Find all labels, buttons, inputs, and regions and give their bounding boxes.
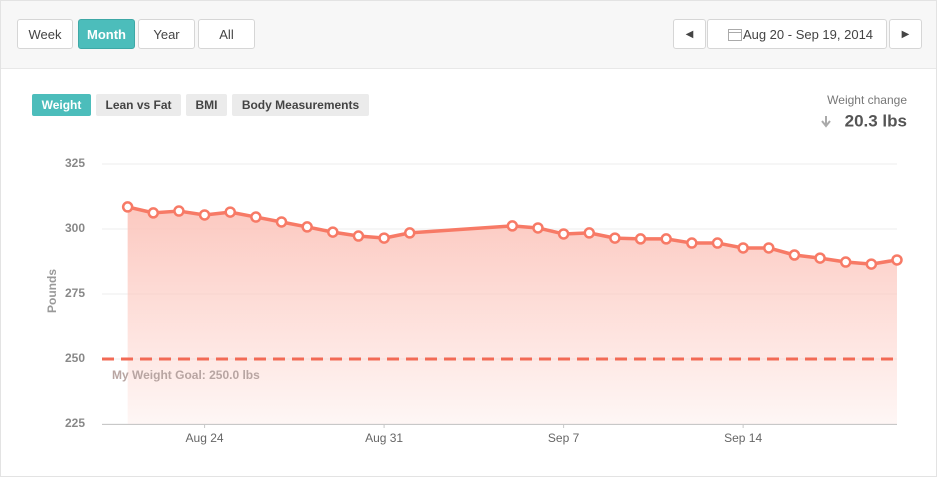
point	[686, 237, 698, 249]
point	[506, 220, 519, 232]
x-tick-label: Aug 31	[365, 431, 403, 445]
point	[711, 237, 724, 249]
down-arrow	[821, 116, 831, 128]
point	[224, 206, 236, 218]
y-tick-label: 250	[65, 351, 85, 365]
calendar-icon	[728, 29, 742, 41]
range-button[interactable]: Year	[138, 19, 195, 49]
point	[557, 228, 570, 240]
point	[147, 207, 160, 219]
line	[127, 205, 898, 266]
x-tick-label: Sep 7	[548, 431, 580, 445]
prev-button[interactable]: ◀	[673, 19, 706, 49]
next-button[interactable]: ▶	[889, 19, 922, 49]
x-tick-label: Sep 14	[724, 431, 762, 445]
point	[660, 233, 672, 245]
point	[532, 222, 544, 234]
point	[198, 209, 211, 221]
point	[301, 221, 313, 233]
point	[250, 211, 262, 223]
point	[814, 252, 826, 264]
point	[583, 227, 596, 239]
goal-label: My Weight Goal: 250.0 lbs	[112, 368, 260, 382]
point	[403, 227, 416, 239]
date-range[interactable]: Aug 20 - Sep 19, 2014	[707, 19, 887, 49]
x-tick-label: Aug 24	[186, 431, 224, 445]
point	[839, 256, 852, 268]
y-tick-label: 225	[65, 416, 85, 430]
point	[634, 233, 647, 245]
point	[173, 205, 185, 217]
metric-tab[interactable]: Weight	[32, 94, 91, 116]
range-button[interactable]: All	[198, 19, 255, 49]
y-axis-label: Pounds	[45, 269, 59, 313]
y-tick-label: 275	[65, 286, 85, 300]
point	[737, 242, 749, 254]
point	[788, 249, 801, 261]
summary-label: Weight change	[827, 93, 907, 107]
point	[865, 258, 878, 270]
point	[352, 230, 365, 242]
point	[275, 216, 288, 228]
metric-tab[interactable]: Lean vs Fat	[96, 94, 181, 116]
point	[891, 254, 903, 266]
point	[121, 201, 134, 213]
point	[327, 226, 339, 238]
y-tick-label: 300	[65, 221, 85, 235]
y-tick-label: 325	[65, 156, 85, 170]
toolbar: ◀ Aug 20 - Sep 19, 2014 ▶ Week Month Year A…	[1, 1, 936, 69]
metric-tab[interactable]: Body Measurements	[232, 94, 369, 116]
point	[378, 232, 390, 244]
range-button[interactable]: Month	[78, 19, 135, 49]
point	[763, 242, 775, 254]
area	[127, 206, 898, 424]
summary-value: 20.3 lbs	[845, 111, 907, 130]
metric-tab[interactable]: BMI	[186, 94, 227, 116]
point	[609, 232, 621, 244]
range-button[interactable]: Week	[17, 19, 73, 49]
